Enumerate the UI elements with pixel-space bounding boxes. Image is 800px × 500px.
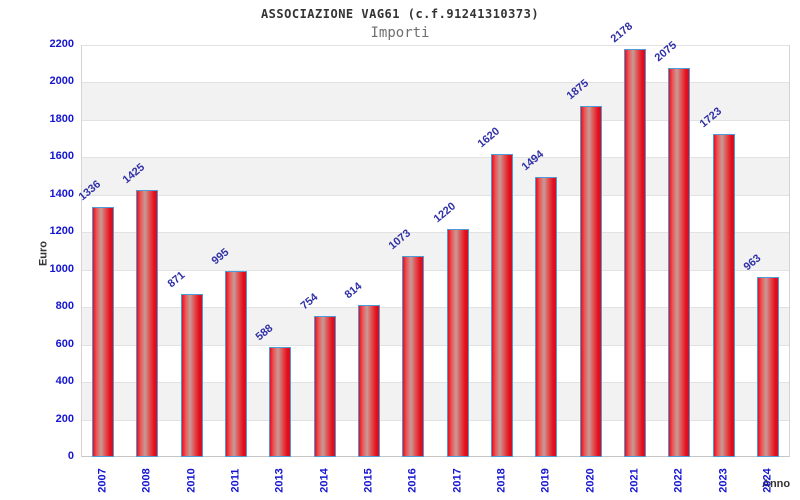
y-tick-label: 1200: [49, 225, 74, 238]
chart-subtitle: Importi: [370, 25, 430, 41]
bar-2018: [490, 153, 513, 457]
chart-title: ASSOCIAZIONE VAG61 (c.f.91241310373): [260, 7, 540, 21]
gridline: [82, 157, 789, 159]
x-tick-label: 2011: [229, 468, 242, 493]
y-tick-label: 1400: [49, 187, 74, 200]
x-tick-label: 2021: [628, 468, 641, 493]
bar-2024: [756, 276, 779, 457]
x-tick-label: 2017: [451, 468, 464, 493]
y-tick-label: 1800: [49, 112, 74, 125]
gridline: [82, 269, 789, 271]
x-tick-label: 2015: [362, 468, 375, 493]
gridline: [82, 45, 789, 46]
gridline: [82, 232, 789, 234]
bar-2008: [136, 190, 159, 457]
x-tick-label: 2019: [539, 468, 552, 493]
bar-2010: [180, 293, 203, 457]
x-tick-label: 2016: [406, 468, 419, 493]
bar-2021: [623, 49, 646, 457]
x-axis-line: [82, 456, 789, 457]
bar-2020: [579, 105, 602, 457]
x-tick-label: 2008: [140, 468, 153, 493]
x-tick-label: 2007: [96, 468, 109, 493]
y-tick-label: 1600: [49, 150, 74, 163]
y-tick-label: 600: [55, 337, 74, 350]
bar-2023: [712, 134, 735, 457]
x-tick-label: 2020: [584, 468, 597, 493]
x-axis-label: Anno: [762, 478, 791, 490]
gridline: [82, 194, 789, 196]
y-tick-label: 2000: [49, 75, 74, 88]
bar-2011: [225, 270, 248, 457]
bar-2014: [313, 315, 336, 457]
x-tick-label: 2018: [495, 468, 508, 493]
x-tick-label: 2010: [185, 468, 198, 493]
bar-2016: [402, 256, 425, 457]
y-tick-label: 200: [55, 412, 74, 425]
bar-2017: [446, 228, 469, 457]
y-tick-label: 0: [67, 450, 74, 462]
x-tick-label: 2014: [318, 468, 331, 493]
gridline: [82, 419, 789, 421]
gridline: [82, 119, 789, 121]
y-tick-label: 800: [55, 300, 74, 313]
gridline: [82, 382, 789, 384]
bar-2019: [535, 177, 558, 457]
y-tick-label: 2200: [49, 38, 74, 50]
bar-2022: [668, 68, 691, 457]
bar-2007: [92, 206, 115, 457]
gridline: [82, 344, 789, 346]
gridline: [82, 307, 789, 309]
bar-2013: [269, 346, 292, 457]
x-tick-label: 2013: [273, 468, 286, 493]
x-tick-label: 2022: [672, 468, 685, 493]
x-tick-label: 2023: [717, 468, 730, 493]
bar-2015: [358, 304, 381, 457]
gridline: [82, 82, 789, 84]
y-tick-label: 1000: [49, 262, 74, 275]
x-tick-label: 2024: [761, 468, 774, 493]
y-tick-label: 400: [55, 375, 74, 388]
